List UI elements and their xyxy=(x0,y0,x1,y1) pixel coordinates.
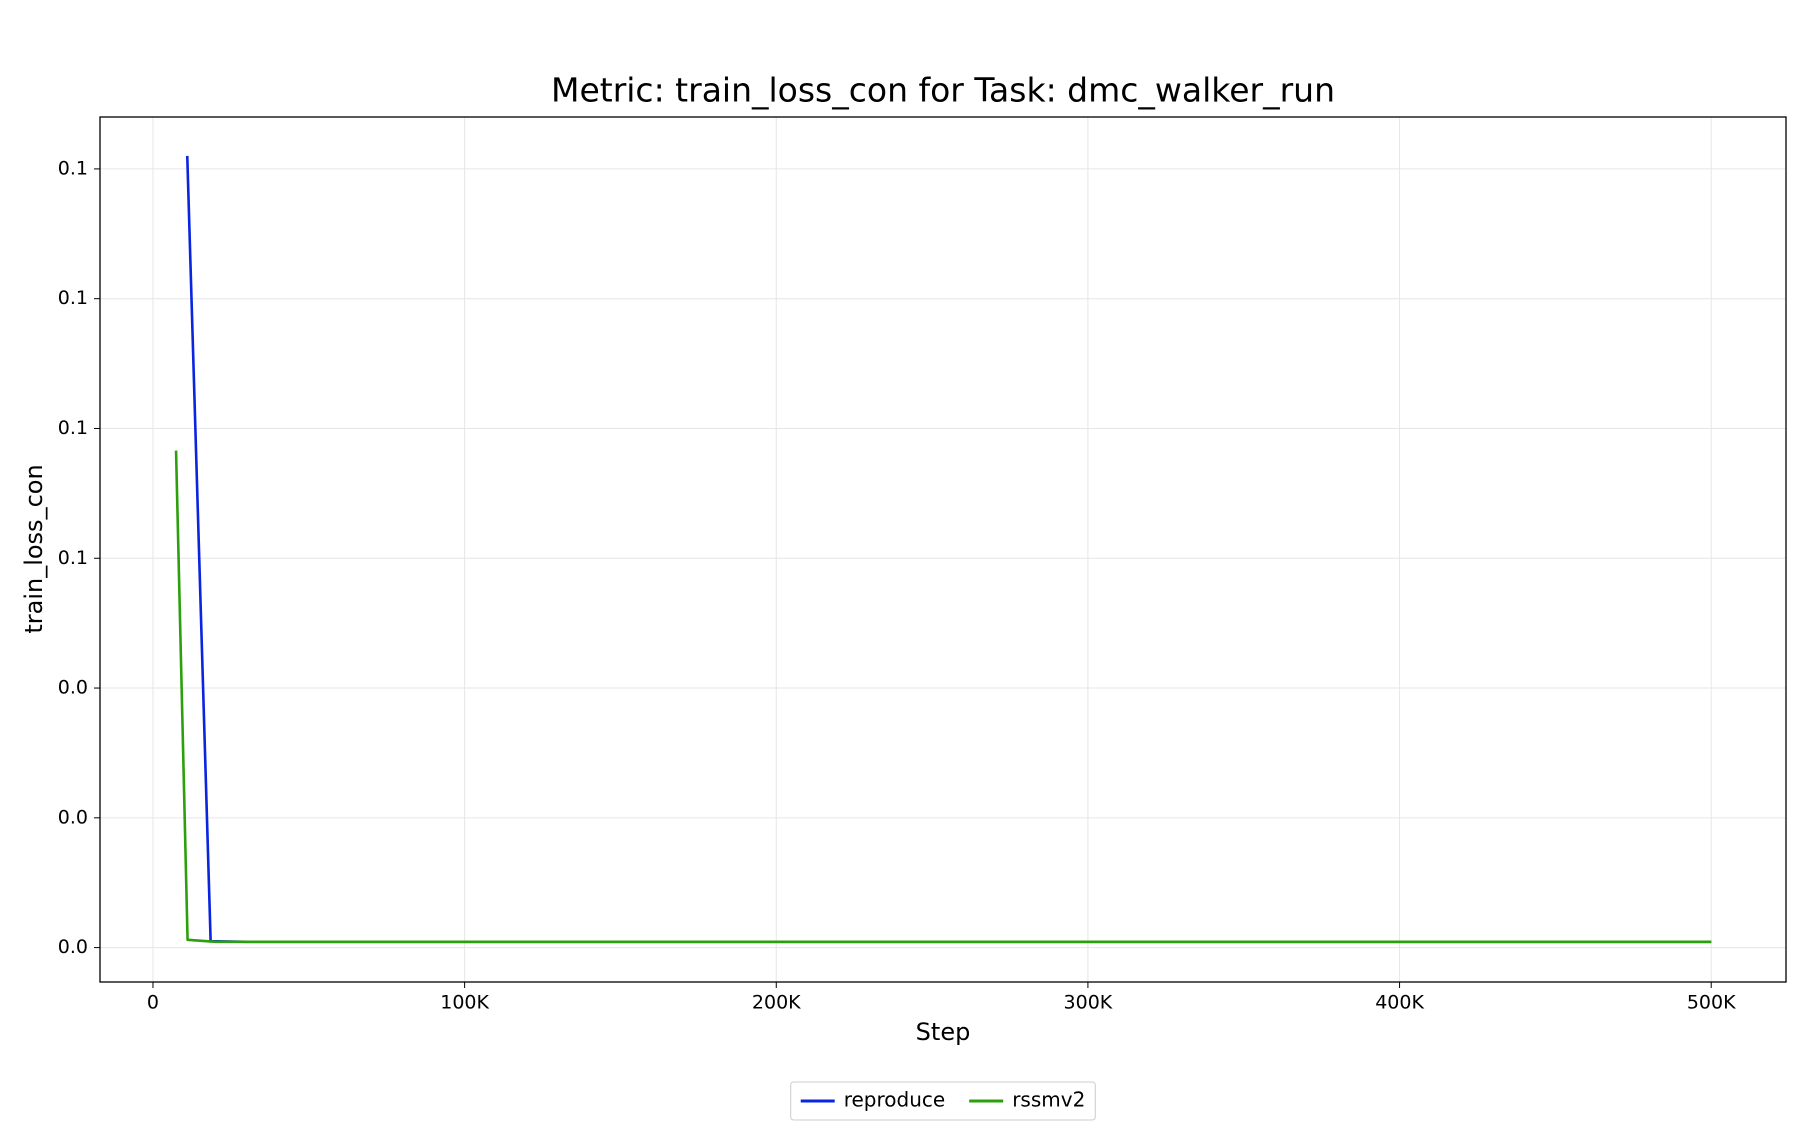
legend: reproduce rssmv2 xyxy=(790,1081,1096,1121)
x-tick-label: 500K xyxy=(1687,992,1736,1014)
legend-label: reproduce xyxy=(844,1088,945,1112)
x-tick-label: 300K xyxy=(1064,992,1113,1014)
y-tick-label: 0.0 xyxy=(58,677,88,699)
series-line xyxy=(174,450,1712,944)
y-axis-label: train_loss_con xyxy=(20,464,48,633)
y-tick-label: 0.1 xyxy=(58,287,88,309)
x-tick-label: 100K xyxy=(440,992,489,1014)
chart-title: Metric: train_loss_con for Task: dmc_wal… xyxy=(551,71,1335,110)
y-tick-label: 0.1 xyxy=(58,417,88,439)
y-tick-label: 0.0 xyxy=(58,806,88,828)
y-tick-label: 0.0 xyxy=(58,936,88,958)
legend-box xyxy=(790,1081,1096,1121)
x-axis-label: Step xyxy=(916,1018,971,1046)
x-tick-label: 0 xyxy=(147,992,159,1014)
y-tick-label: 0.1 xyxy=(58,157,88,179)
x-tick-label: 400K xyxy=(1375,992,1424,1014)
legend-label: rssmv2 xyxy=(1012,1088,1085,1112)
x-tick-label: 200K xyxy=(752,992,801,1014)
plot-frame xyxy=(99,116,1787,983)
y-tick-label: 0.1 xyxy=(58,547,88,569)
